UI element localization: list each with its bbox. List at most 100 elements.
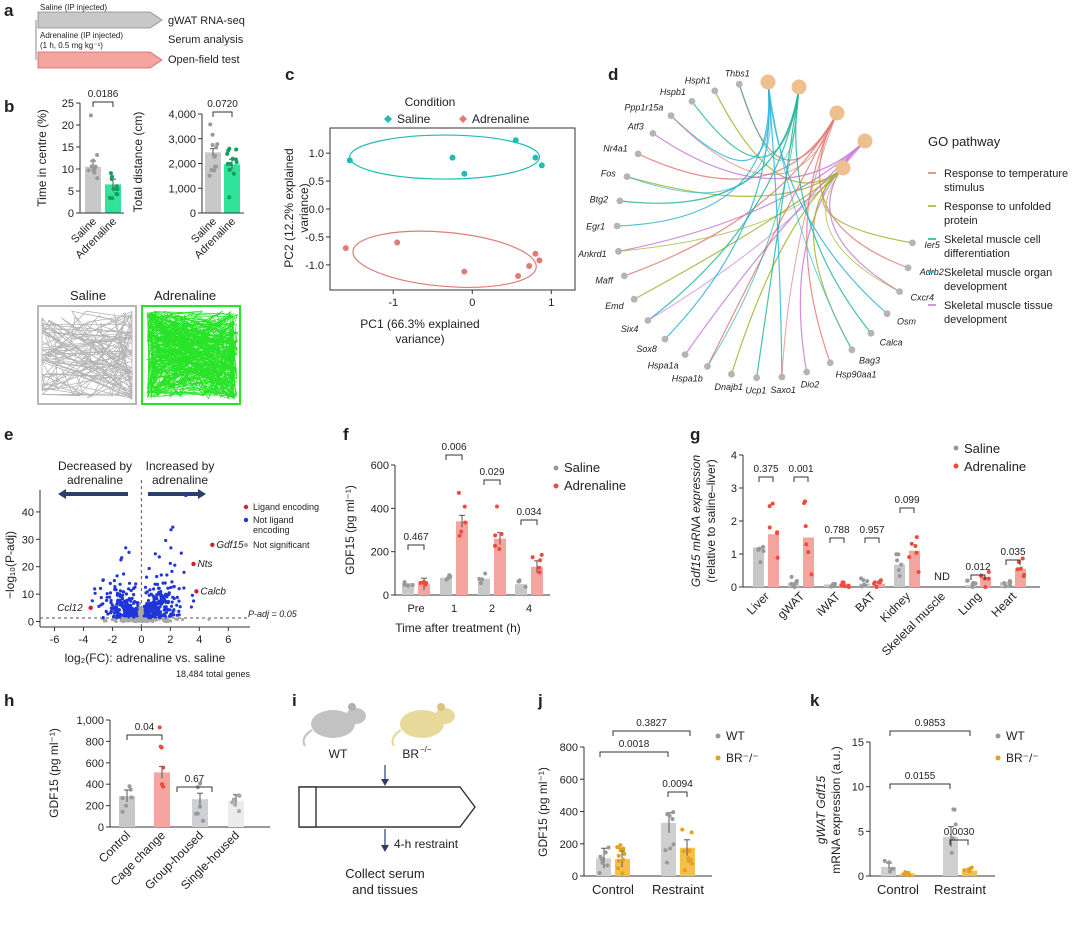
data-point	[230, 800, 235, 805]
panel-letter-e: e	[4, 425, 13, 444]
gene-point	[147, 566, 151, 571]
legend-adrenaline-marker	[459, 115, 467, 123]
data-point	[687, 848, 692, 853]
y-tick-label: 600	[560, 774, 578, 786]
gene-label: Hspa1a	[648, 361, 679, 371]
y-tick-label: 1,000	[76, 715, 104, 727]
ligand-gene-point	[88, 605, 93, 611]
data-point	[865, 579, 870, 584]
y-axis-label: Time in centre (%)	[35, 109, 49, 207]
gene-node-btg2	[616, 197, 624, 205]
data-point	[616, 858, 621, 863]
pca-point-adrenaline	[515, 273, 522, 280]
pathway-legend-label: Skeletal muscle tissue	[944, 300, 1053, 312]
bar-saline	[753, 547, 764, 587]
p-value-label: 0.0018	[619, 739, 650, 750]
gene-point	[169, 546, 173, 550]
data-point	[1007, 583, 1012, 588]
x-tick-label: Lung	[955, 589, 984, 618]
y-tick-label: 0	[28, 617, 34, 629]
gene-point	[123, 617, 127, 621]
significance-bracket	[758, 476, 774, 482]
pathway-legend-label: development	[944, 314, 1007, 326]
openfield-label: Open-field test	[168, 54, 240, 66]
gene-point	[162, 612, 166, 616]
gene-point	[112, 579, 116, 583]
ligand-gene-label: Nts	[198, 559, 213, 570]
data-point	[680, 827, 685, 832]
gene-point	[168, 561, 172, 566]
gene-point	[133, 612, 137, 616]
data-point	[986, 569, 991, 574]
bar-adrenaline	[456, 521, 468, 595]
pca-xlabel-1: PC1 (66.3% explained	[360, 317, 479, 331]
legend-saline: Saline	[564, 460, 600, 475]
gene-point	[122, 572, 126, 576]
bar-adrenaline	[874, 583, 885, 587]
network-edge	[767, 81, 783, 378]
data-point	[907, 555, 912, 560]
increased-arrow	[148, 489, 206, 499]
data-point	[462, 504, 467, 509]
gene-node-emd	[630, 295, 638, 303]
data-point	[463, 520, 468, 525]
data-point	[538, 558, 543, 563]
network-edge	[619, 86, 800, 204]
gene-point	[178, 605, 182, 609]
x-tick-label: Pre	[407, 603, 424, 615]
gene-point	[117, 612, 121, 617]
network-edge	[767, 81, 888, 315]
legend-adrenaline: Adrenaline	[964, 459, 1026, 474]
data-point	[234, 160, 239, 165]
gene-point	[155, 582, 160, 587]
gene-point	[108, 581, 112, 586]
data-point	[806, 550, 811, 555]
data-point	[108, 171, 113, 176]
legend-adrenaline: Adrenaline	[472, 112, 530, 126]
network-edge	[637, 112, 838, 180]
significance-bracket	[1005, 559, 1021, 565]
br-superscript: −/−	[420, 745, 432, 754]
gene-label: Ppp1r15a	[624, 102, 663, 112]
gene-point	[118, 592, 122, 596]
x-tick-label: -4	[79, 634, 89, 646]
y-tick-label: 4,000	[168, 109, 196, 121]
y-tick-label: 20	[22, 562, 34, 574]
gene-point	[154, 603, 158, 608]
gene-node-hspb1	[688, 97, 696, 105]
data-point	[457, 533, 462, 538]
gene-point	[159, 597, 163, 601]
gene-node-thbs1	[735, 80, 743, 88]
pathway-hub-node	[791, 79, 807, 95]
data-point	[421, 579, 426, 584]
gene-point	[155, 574, 159, 579]
y-tick-label: 200	[560, 839, 578, 851]
gene-point	[175, 595, 179, 600]
p-value-label: 0.9853	[915, 718, 946, 729]
gene-point	[93, 591, 97, 595]
gene-point	[179, 551, 183, 555]
data-point	[115, 192, 120, 197]
x-tick-label: BAT	[852, 589, 878, 615]
y-tick-label: 400	[560, 807, 578, 819]
br-mouse-icon	[391, 703, 455, 747]
gene-point	[169, 604, 174, 608]
gene-node-saxo1	[778, 373, 786, 381]
y-tick-label: 2	[731, 516, 737, 528]
gene-point	[101, 578, 105, 583]
gene-point	[118, 603, 122, 607]
data-point	[446, 576, 451, 581]
gene-node-hsp90aa1	[826, 359, 834, 367]
gene-point	[134, 582, 138, 586]
gene-point	[127, 598, 131, 602]
go-legend-title: GO pathway	[928, 134, 1001, 149]
gene-node-osm	[883, 310, 891, 318]
network-edge	[647, 86, 800, 321]
legend-br-marker	[995, 755, 1001, 761]
data-point	[664, 860, 669, 865]
data-point	[129, 795, 134, 800]
data-point	[846, 585, 851, 589]
p-value-label: 0.029	[479, 467, 504, 478]
p-value-label: 0.788	[824, 525, 849, 536]
